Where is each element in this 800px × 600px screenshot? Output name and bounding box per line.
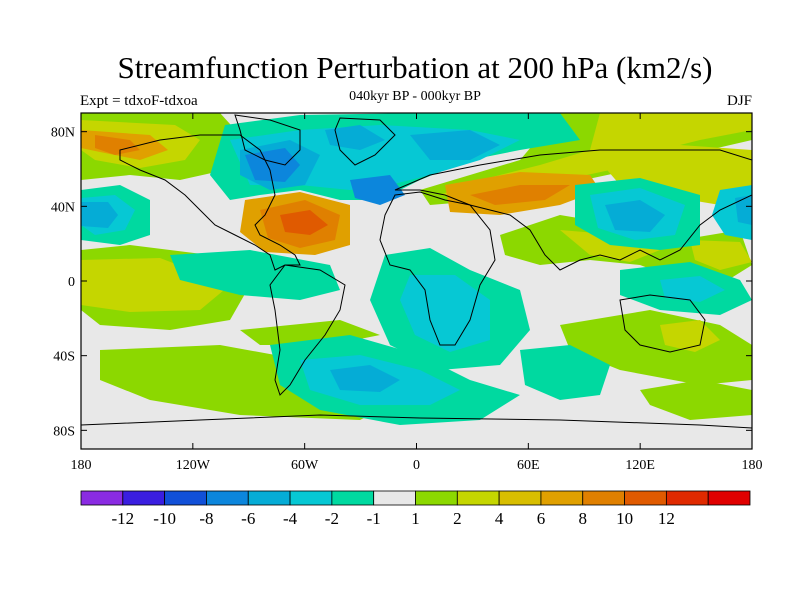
colorbar-label: 4: [495, 509, 504, 528]
negative-anomalies: [81, 113, 752, 425]
colorbar-label: 12: [658, 509, 675, 528]
colorbar-label: -2: [325, 509, 339, 528]
colorbar-swatch: [247, 490, 291, 506]
colorbar: -12 -10 -8 -6 -4 -2 -1 1 2 4 6 8 10 12: [80, 490, 751, 528]
lat-tick-label: 40S: [53, 350, 75, 365]
lon-tick-label: 60W: [291, 458, 319, 473]
colorbar-label: 8: [579, 509, 588, 528]
colorbar-swatch: [289, 490, 333, 506]
colorbar-label: 2: [453, 509, 462, 528]
coastlines: [81, 114, 752, 429]
colorbar-swatch: [415, 490, 458, 506]
lat-tick-label: 40N: [51, 200, 75, 215]
experiment-label: Expt = tdxoF-tdxoa: [80, 93, 198, 109]
colorbar-swatch: [665, 490, 709, 506]
colorbar-swatch: [331, 490, 375, 506]
colorbar-label: -8: [199, 509, 213, 528]
contour-field: [81, 113, 752, 449]
plot-subtitle: 040kyr BP - 000kyr BP: [349, 89, 481, 104]
colorbar-label: -6: [241, 509, 255, 528]
colorbar-swatch: [540, 490, 584, 506]
colorbar-swatch: [206, 490, 249, 506]
colorbar-swatch: [582, 490, 625, 506]
colorbar-swatch: [498, 490, 542, 506]
longitude-axis: 180 120W 60W 0 60E 120E 180: [71, 113, 763, 473]
colorbar-swatch: [707, 490, 751, 506]
colorbar-label: -12: [111, 509, 134, 528]
colorbar-label: -4: [283, 509, 298, 528]
lon-tick-label: 180: [71, 458, 92, 473]
colorbar-label: 1: [411, 509, 420, 528]
colorbar-swatch: [373, 490, 416, 506]
lon-tick-label: 0: [413, 458, 420, 473]
lon-tick-label: 120W: [176, 458, 211, 473]
lon-tick-label: 120E: [625, 458, 655, 473]
plot-title: Streamfunction Perturbation at 200 hPa (…: [117, 50, 713, 85]
lon-tick-label: 180: [742, 458, 763, 473]
lat-tick-label: 80S: [53, 424, 75, 439]
colorbar-swatch: [624, 490, 667, 506]
lat-tick-label: 0: [68, 275, 75, 290]
colorbar-swatch: [80, 490, 124, 506]
colorbar-label: -1: [367, 509, 381, 528]
colorbar-swatch: [122, 490, 166, 506]
colorbar-label: 10: [616, 509, 633, 528]
season-label: DJF: [726, 93, 752, 109]
colorbar-swatch: [456, 490, 500, 506]
lon-tick-label: 60E: [517, 458, 540, 473]
colorbar-swatch: [164, 490, 207, 506]
latitude-axis: 80N 40N 0 40S 80S: [51, 126, 752, 439]
colorbar-label: 6: [537, 509, 546, 528]
colorbar-label: -10: [153, 509, 176, 528]
lat-tick-label: 80N: [51, 126, 75, 141]
